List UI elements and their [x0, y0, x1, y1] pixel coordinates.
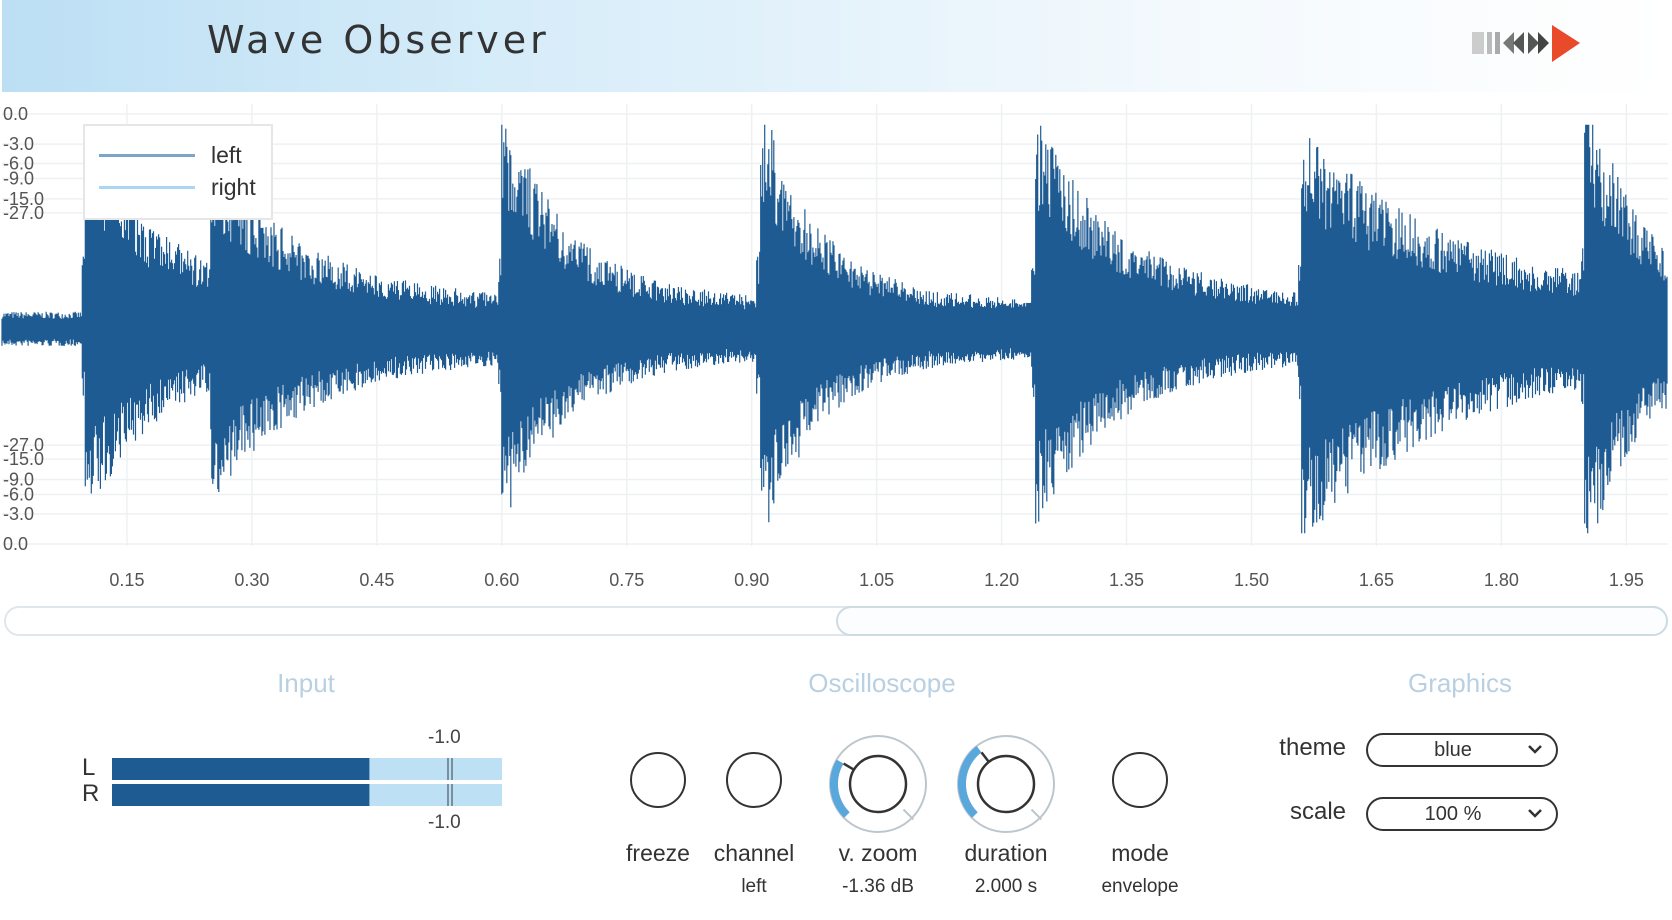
header-bar: Wave Observer — [2, 0, 1670, 92]
graphics-section-title: Graphics — [1407, 668, 1513, 698]
time-tick-label: 1.50 — [1234, 570, 1269, 590]
time-tick-label: 0.60 — [484, 570, 519, 590]
legend-label: left — [211, 142, 242, 168]
freeze-label: freeze — [626, 840, 690, 866]
db-tick-label: -9.0 — [3, 169, 34, 189]
time-tick-label: 0.15 — [109, 570, 144, 590]
knob-value-arc — [958, 746, 982, 818]
time-tick-label: 0.90 — [734, 570, 769, 590]
legend-swatch — [99, 186, 195, 189]
db-tick-label: -6.0 — [3, 485, 34, 505]
v-zoom-label: v. zoom — [838, 840, 918, 866]
chevron-down-icon — [1528, 745, 1542, 754]
meter-label-left: L — [82, 754, 96, 781]
oscilloscope-display[interactable]: 0.0-3.0-6.0-9.0-15.0-27.0-27.0-15.0-9.0-… — [0, 96, 1672, 606]
db-tick-label: 0.0 — [3, 534, 28, 554]
db-tick-label: -9.0 — [3, 470, 34, 490]
mode-label: mode — [1111, 840, 1169, 866]
duration-label: duration — [964, 840, 1048, 866]
knob-min-tick — [902, 808, 915, 821]
time-tick-label: 1.80 — [1484, 570, 1519, 590]
theme-select-value: blue — [1434, 739, 1472, 761]
meter-level-right — [112, 784, 370, 806]
toggle-ring — [630, 752, 686, 808]
scale-label: scale — [1289, 798, 1346, 825]
channel-value: left — [741, 876, 767, 897]
knob-indicator — [842, 762, 855, 771]
v-zoom-value: -1.36 dB — [842, 876, 914, 897]
knob-value-arc — [830, 759, 850, 818]
mode-value: envelope — [1101, 876, 1179, 897]
db-tick-label: -6.0 — [3, 153, 34, 173]
db-tick-label: -3.0 — [3, 504, 34, 524]
knob-body — [848, 754, 908, 814]
db-tick-label: -15.0 — [3, 449, 44, 469]
time-tick-label: 0.75 — [609, 570, 644, 590]
mode-toggle[interactable] — [1108, 748, 1172, 812]
time-tick-label: 1.35 — [1109, 570, 1144, 590]
toggle-ring — [726, 752, 782, 808]
meter-level-left — [112, 758, 370, 780]
meter-scale-bottom: -1.0 — [428, 812, 461, 833]
time-tick-label: 0.45 — [359, 570, 394, 590]
time-tick-label: 1.05 — [859, 570, 894, 590]
theme-label: theme — [1279, 734, 1346, 761]
chevron-down-icon — [1528, 809, 1542, 818]
duration-value: 2.000 s — [974, 876, 1038, 897]
theme-select[interactable]: blue — [1366, 733, 1558, 767]
vendor-logo-icon — [1472, 25, 1580, 62]
scale-select-value: 100 % — [1424, 803, 1482, 825]
input-level-meter — [112, 758, 502, 806]
channel-label: channel — [713, 840, 795, 866]
db-tick-label: -27.0 — [3, 203, 44, 223]
meter-label-right: R — [82, 780, 100, 807]
time-tick-label: 1.65 — [1359, 570, 1394, 590]
toggle-ring — [1112, 752, 1168, 808]
scale-select[interactable]: 100 % — [1366, 797, 1558, 831]
time-axis: 0.15 0.30 0.45 0.60 0.75 0.90 1.05 1.20 1.35 1.50… — [109, 570, 1643, 590]
waveform-trace — [1, 124, 1668, 534]
db-axis: 0.0-3.0-6.0-9.0-15.0-27.0-27.0-15.0-9.0-… — [3, 104, 44, 554]
v-zoom-knob[interactable] — [822, 728, 934, 840]
db-tick-label: -3.0 — [3, 134, 34, 154]
meter-scale-top: -1.0 — [428, 727, 461, 748]
time-tick-label: 0.30 — [234, 570, 269, 590]
knob-min-tick — [1030, 808, 1043, 821]
time-tick-label: 1.95 — [1609, 570, 1644, 590]
knob-indicator — [980, 751, 990, 763]
legend-label: right — [211, 174, 256, 200]
knob-body — [976, 754, 1036, 814]
time-tick-label: 1.20 — [984, 570, 1019, 590]
scope-legend: left right — [83, 124, 273, 220]
legend-swatch — [99, 154, 195, 157]
duration-knob[interactable] — [950, 728, 1062, 840]
db-tick-label: 0.0 — [3, 104, 28, 124]
oscilloscope-section-title: Oscilloscope — [808, 668, 956, 698]
app-title: Wave Observer — [207, 18, 550, 62]
db-tick-label: -27.0 — [3, 435, 44, 455]
channel-toggle[interactable] — [722, 748, 786, 812]
freeze-toggle[interactable] — [626, 748, 690, 812]
scrollbar-thumb[interactable] — [836, 606, 1668, 636]
db-tick-label: -15.0 — [3, 189, 44, 209]
input-section-title: Input — [277, 668, 335, 698]
